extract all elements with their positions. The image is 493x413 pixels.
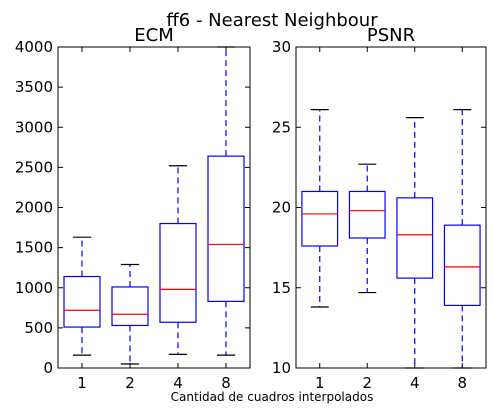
psnr-axes-frame — [295, 46, 487, 369]
ecm-ytick-label: 4000 — [15, 38, 53, 56]
psnr-box-2 — [348, 163, 386, 294]
ecm-title: ECM — [134, 25, 173, 46]
psnr-xtick-label: 8 — [457, 374, 467, 392]
ecm-ytick-label: 0 — [43, 359, 53, 377]
ecm-ytick-label: 1000 — [15, 279, 53, 297]
psnr-title: PSNR — [367, 25, 415, 46]
ecm-axes-frame — [57, 46, 251, 369]
ecm-ytick-label: 2000 — [15, 199, 53, 217]
psnr-panel: PSNR 10 15 20 25 30 1 2 4 8 — [272, 25, 487, 392]
x-axis-label: Cantidad de cuadros interpolados — [171, 390, 374, 404]
psnr-iqr-box — [396, 197, 434, 279]
figure-title: ff6 - Nearest Neighbour — [166, 10, 378, 31]
ecm-panel: ECM 0 500 1000 1500 2000 2500 3000 3500 4000 1 2 4 8 — [15, 25, 251, 392]
psnr-iqr-box — [301, 190, 339, 247]
ecm-box-8 — [207, 46, 245, 356]
ecm-ytick-label: 2500 — [15, 158, 53, 176]
psnr-xtick-label: 2 — [362, 374, 372, 392]
psnr-iqr-box — [443, 224, 481, 307]
ecm-ytick-label: 500 — [24, 319, 53, 337]
ecm-xtick-label: 4 — [173, 374, 183, 392]
psnr-box-8 — [443, 108, 481, 369]
psnr-ytick-label: 15 — [272, 279, 291, 297]
ecm-xtick-label: 1 — [77, 374, 87, 392]
psnr-iqr-box — [348, 190, 386, 239]
ecm-ytick-label: 1500 — [15, 239, 53, 257]
psnr-box-1 — [301, 108, 339, 308]
ecm-ytick-label: 3500 — [15, 78, 53, 96]
ecm-iqr-box — [207, 155, 245, 302]
psnr-xtick-label: 4 — [410, 374, 420, 392]
psnr-ytick-label: 20 — [272, 199, 291, 217]
ecm-iqr-box — [111, 286, 149, 327]
psnr-box-4 — [396, 117, 434, 369]
ecm-iqr-box — [63, 275, 101, 328]
ecm-box-1 — [63, 236, 101, 356]
ecm-xtick-label: 2 — [125, 374, 135, 392]
ecm-iqr-box — [159, 222, 197, 323]
psnr-ytick-label: 25 — [272, 118, 291, 136]
ecm-box-2 — [111, 263, 149, 365]
psnr-ytick-label: 30 — [272, 38, 291, 56]
ecm-ytick-label: 3000 — [15, 118, 53, 136]
psnr-xtick-label: 1 — [315, 374, 325, 392]
ecm-box-4 — [159, 165, 197, 355]
ecm-xtick-label: 8 — [221, 374, 231, 392]
psnr-ytick-label: 10 — [272, 359, 291, 377]
